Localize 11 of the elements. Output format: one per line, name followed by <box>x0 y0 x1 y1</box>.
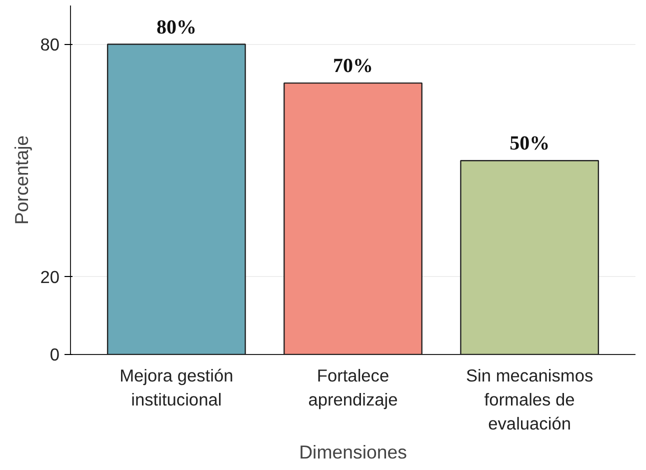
x-axis-title: Dimensiones <box>299 442 407 462</box>
data-label: 50% <box>510 132 550 155</box>
x-tick-label: Sin mecanismos formales de evaluación <box>466 366 594 434</box>
data-label: 80% <box>156 16 196 38</box>
y-axis-title: Porcentaje <box>11 135 32 225</box>
x-tick-label: Mejora gestión institucional <box>120 366 234 410</box>
data-label: 70% <box>333 55 373 78</box>
x-tick-label: Fortalece aprendizaje <box>308 366 398 410</box>
y-tick-label: 20 <box>40 266 60 287</box>
y-tick-label: 0 <box>50 344 60 364</box>
y-tick-label: 80 <box>40 34 60 54</box>
